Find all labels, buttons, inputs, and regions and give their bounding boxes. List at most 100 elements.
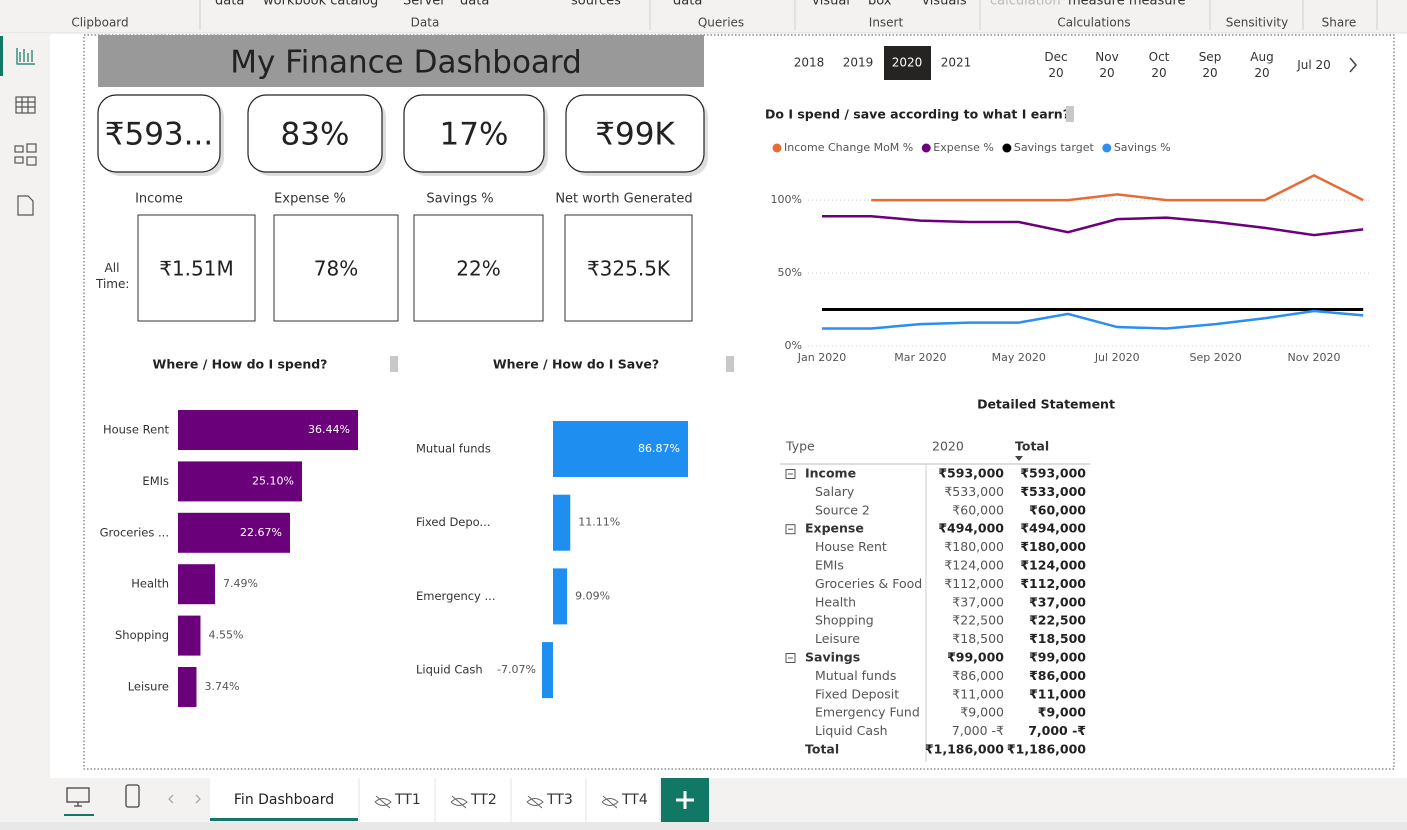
device-icons [64, 784, 201, 816]
bar [178, 461, 302, 502]
chart-title: Where / How do I Save? [493, 357, 659, 372]
kpi-card [565, 94, 705, 173]
kpi-value: 83% [281, 117, 350, 153]
category-label: EMIs [142, 474, 169, 488]
ribbon-group-label: Data [411, 16, 440, 30]
month-option[interactable]: Sep 20 [1198, 50, 1222, 80]
month-option[interactable]: Dec 20 [1044, 50, 1068, 80]
bar [178, 512, 290, 553]
ribbon-button-label[interactable]: visual [812, 0, 850, 9]
category-label: Shopping [115, 628, 169, 642]
table-header: Total [1015, 439, 1049, 454]
cell-2020: ₹99,000 [947, 650, 1004, 665]
category-label: House Rent [103, 423, 170, 437]
year-option[interactable]: 2018 [794, 56, 825, 70]
legend-marker [921, 143, 931, 153]
hidden-page-icon [374, 795, 392, 809]
ribbon-button-label[interactable]: box [868, 0, 892, 9]
year-option[interactable]: 2019 [843, 56, 874, 70]
ribbon-separators [199, 0, 1378, 30]
page-tab[interactable] [512, 778, 585, 822]
all-time-value: 78% [314, 257, 358, 281]
page-tab[interactable] [587, 778, 659, 822]
cell-total: ₹112,000 [1020, 576, 1086, 591]
ribbon-button-label[interactable]: Server [403, 0, 446, 9]
scroll-handle [1066, 106, 1074, 122]
ribbon-group-label: Calculations [1057, 16, 1130, 30]
kpi-value: ₹99K [595, 117, 675, 153]
hidden-page-icon [601, 795, 619, 809]
ribbon-button-label[interactable]: data [215, 0, 244, 9]
slicer-next-arrow[interactable] [1349, 57, 1357, 73]
row-label: Income [805, 466, 856, 481]
cell-2020: ₹60,000 [952, 502, 1004, 517]
ribbon-button-label[interactable]: calculation [990, 0, 1061, 9]
legend-marker [1002, 143, 1012, 153]
title-banner [98, 35, 704, 87]
all-time-card [564, 214, 693, 322]
total-label: Total [805, 742, 839, 757]
row-label: Shopping [815, 613, 874, 628]
legend-label: Savings target [1014, 141, 1095, 154]
x-tick-label: May 2020 [992, 351, 1046, 364]
sidebar-icons [14, 48, 37, 216]
ribbon-button-label[interactable]: data [673, 0, 702, 9]
legend-marker [1102, 143, 1112, 153]
row-label: EMIs [815, 558, 844, 573]
kpi-value: 17% [440, 117, 509, 153]
all-time-label: All Time: [96, 261, 130, 291]
cell-total: ₹18,500 [1029, 631, 1086, 646]
x-tick-label: Jul 2020 [1094, 351, 1140, 364]
dax-view-icon[interactable] [17, 195, 34, 216]
ribbon-button-label[interactable]: measure measure [1068, 0, 1186, 9]
row-label: Source 2 [815, 502, 870, 517]
value-label: -7.07% [497, 663, 536, 676]
cell-2020: ₹533,000 [944, 484, 1004, 499]
bar [542, 642, 553, 699]
year-option[interactable]: 2021 [941, 56, 972, 70]
month-option[interactable]: Aug 20 [1250, 50, 1274, 80]
month-option[interactable]: Nov 20 [1095, 50, 1119, 80]
kpi-value: ₹593... [105, 117, 213, 153]
scroll-handle [726, 356, 734, 372]
month-option[interactable]: Oct 20 [1148, 50, 1170, 80]
selected-year-bg [884, 46, 931, 80]
table-view-icon[interactable] [15, 96, 36, 114]
cell-total: ₹533,000 [1020, 484, 1086, 499]
ribbon-button-label[interactable]: visuals [922, 0, 967, 9]
row-label: Leisure [815, 631, 860, 646]
month-option[interactable]: Jul 20 [1297, 58, 1331, 72]
bar [553, 421, 688, 477]
all-time-card [273, 214, 399, 322]
mobile-layout-icon[interactable] [125, 784, 140, 808]
ribbon-group-label: Insert [869, 16, 904, 30]
page-tab-label: TT4 [621, 792, 648, 808]
total-total: ₹1,186,000 [1007, 742, 1086, 757]
value-label: 9.09% [575, 589, 610, 602]
cell-2020: ₹9,000 [960, 705, 1004, 720]
table-title: Detailed Statement [977, 397, 1115, 412]
tab-scroll-arrows[interactable] [168, 794, 201, 804]
total-2020: ₹1,186,000 [925, 742, 1004, 757]
y-tick-label: 100% [771, 193, 802, 206]
ribbon-group-label: Share [1322, 16, 1357, 30]
sidebar [0, 33, 50, 778]
desktop-layout-icon[interactable] [66, 787, 90, 807]
chart-title: Where / How do I spend? [153, 357, 328, 372]
page-tab[interactable] [360, 778, 434, 822]
ribbon-button-label[interactable]: sources [571, 0, 621, 9]
page-tab[interactable] [210, 778, 358, 822]
year-option[interactable]: 2020 [892, 56, 923, 70]
bar [553, 494, 571, 551]
row-label: Savings [805, 650, 860, 665]
x-tick-label: Sep 2020 [1189, 351, 1241, 364]
all-time-card [137, 214, 256, 322]
kpi-label: Savings % [426, 192, 493, 207]
model-view-icon[interactable] [14, 143, 37, 166]
ribbon-button-label[interactable]: workbook catalog [263, 0, 378, 9]
ribbon-button-label[interactable]: data [460, 0, 489, 9]
report-view-icon[interactable] [16, 48, 35, 65]
page-tab[interactable] [436, 778, 510, 822]
value-label: 86.87% [638, 442, 680, 455]
cell-total: ₹99,000 [1029, 650, 1086, 665]
